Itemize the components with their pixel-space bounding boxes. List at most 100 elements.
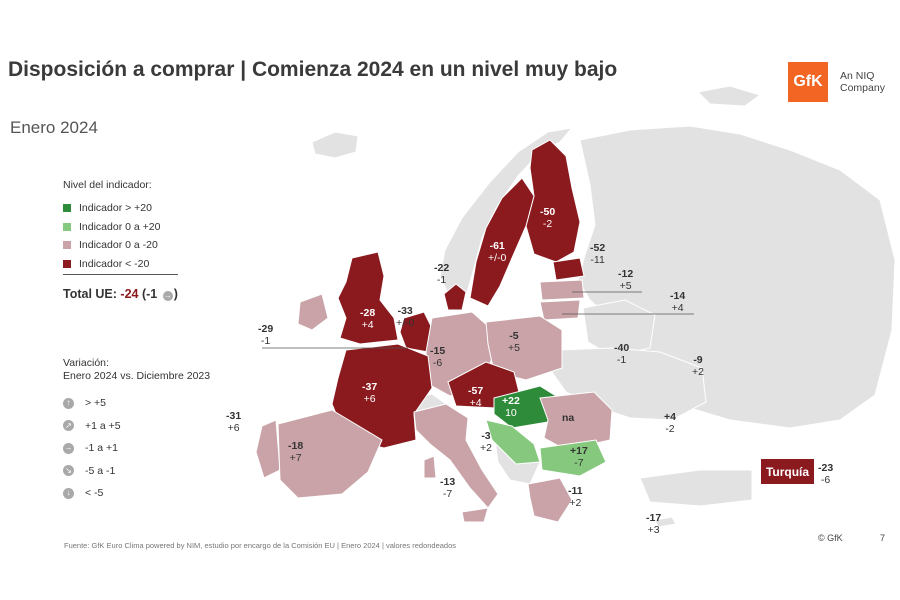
eu-total-change: (-1 xyxy=(141,287,158,301)
variation-label: < -5 xyxy=(85,487,104,500)
variation-label: -5 a -1 xyxy=(85,464,116,477)
legend-title: Nivel del indicador: xyxy=(63,179,152,191)
country-label-greece: -11 +2 xyxy=(568,485,583,509)
region-cyprus xyxy=(654,516,677,528)
region-france xyxy=(331,343,433,449)
arrow-right-icon: → xyxy=(162,291,173,301)
country-label-cyprus: -17 +3 xyxy=(646,512,662,536)
region-italy xyxy=(413,403,499,509)
legend-divider xyxy=(63,274,178,275)
region-sicily xyxy=(461,507,489,523)
region-iceland xyxy=(311,131,359,159)
legend-item: Indicador 0 a +20 xyxy=(63,218,160,237)
country-label-hungary: +22 10 xyxy=(502,395,520,419)
country-label-sweden: -61 +/-0 xyxy=(488,240,507,264)
country-label-uk: -28 +4 xyxy=(360,307,376,331)
legend-swatch xyxy=(63,241,71,250)
arrow-down-icon: ↓ xyxy=(63,487,74,499)
variation-label: +1 a +5 xyxy=(85,419,121,432)
region-estonia xyxy=(552,257,585,281)
legend-label: Indicador 0 a -20 xyxy=(79,239,158,252)
country-label-germany: -15 -6 xyxy=(430,345,446,369)
country-label-finland: -50 -2 xyxy=(540,206,556,230)
brand-tagline: An NIQ Company xyxy=(840,70,885,94)
country-label-romania: na xyxy=(562,412,575,424)
country-label-latvia: -12 +5 xyxy=(618,268,634,292)
country-label-austria: -57 +4 xyxy=(468,385,484,409)
gfk-logo: GfK xyxy=(788,62,828,102)
country-label-croatia: -3 +2 xyxy=(480,430,492,454)
country-label-portugal: -31 +6 xyxy=(226,410,242,434)
variation-item: ↑ > +5 xyxy=(63,392,121,415)
country-label-poland: -5 +5 xyxy=(508,330,520,354)
region-denmark xyxy=(443,283,467,311)
variation-label: > +5 xyxy=(85,397,107,410)
variation-title: Variación: Enero 2024 vs. Diciembre 2023 xyxy=(63,357,210,383)
eu-total: Total UE: -24 (-1 →) xyxy=(63,287,178,301)
region-uk xyxy=(337,251,399,345)
region-ireland xyxy=(297,293,329,331)
region-spain xyxy=(277,409,383,499)
country-label-bulgaria: +17 -7 xyxy=(570,445,588,469)
region-poland xyxy=(485,315,563,381)
region-arctic xyxy=(696,85,762,107)
legend-swatch xyxy=(63,222,71,231)
region-romania xyxy=(539,391,613,451)
region-finland xyxy=(525,139,581,263)
variation-item: ↘ -5 a -1 xyxy=(63,460,121,483)
country-label-moldova: +4 -2 xyxy=(664,411,676,435)
source-note: Fuente: GfK Euro Clima powered by NIM, e… xyxy=(64,541,457,550)
variation-title-line1: Variación: xyxy=(63,357,109,369)
arrow-down-right-icon: ↘ xyxy=(63,465,74,477)
variation-item: ↓ < -5 xyxy=(63,482,121,505)
country-label-italy: -13 -7 xyxy=(440,476,456,500)
country-label-netherlands: -33 +/-0 xyxy=(396,305,415,329)
page-number: 7 xyxy=(880,533,886,543)
brand-tagline-line1: An NIQ xyxy=(840,70,875,82)
legend-swatch xyxy=(63,204,71,213)
region-greece xyxy=(527,477,573,523)
region-bulgaria xyxy=(539,439,607,477)
arrow-up-right-icon: ↗ xyxy=(63,420,74,432)
region-sardinia xyxy=(423,455,437,479)
variation-item: → -1 a +1 xyxy=(63,437,121,460)
legend-item: Indicador 0 a -20 xyxy=(63,236,160,255)
copyright: © GfK xyxy=(818,533,843,543)
eu-total-close: ) xyxy=(173,287,178,301)
page-title: Disposición a comprar | Comienza 2024 en… xyxy=(8,58,618,81)
variation-label: -1 a +1 xyxy=(85,442,118,455)
legend-label: Indicador > +20 xyxy=(79,202,152,215)
arrow-up-icon: ↑ xyxy=(63,397,74,409)
variation-item: ↗ +1 a +5 xyxy=(63,415,121,438)
arrow-right-icon: → xyxy=(63,442,74,454)
country-label-turkey: -23 -6 xyxy=(818,462,834,486)
legend-list: Indicador > +20 Indicador 0 a +20 Indica… xyxy=(63,199,160,273)
variation-title-line2: Enero 2024 vs. Diciembre 2023 xyxy=(63,370,211,382)
region-croatia xyxy=(485,419,541,465)
legend-item: Indicador > +20 xyxy=(63,199,160,218)
region-latvia xyxy=(539,279,585,301)
country-label-spain: -18 +7 xyxy=(288,440,304,464)
region-sweden xyxy=(469,177,535,307)
brand-tagline-line2: Company xyxy=(840,82,885,94)
turkey-badge: Turquía xyxy=(761,459,814,484)
legend-item: Indicador < -20 xyxy=(63,255,160,274)
eu-total-label: Total UE: xyxy=(63,287,117,301)
legend-label: Indicador < -20 xyxy=(79,257,150,270)
eu-total-value: -24 xyxy=(120,287,139,301)
legend-label: Indicador 0 a +20 xyxy=(79,220,161,233)
country-label-estonia: -52 -11 xyxy=(590,242,606,266)
country-label-ireland: -29 -1 xyxy=(258,323,274,347)
country-label-ukraine: -40 -1 xyxy=(614,342,630,366)
country-label-france: -37 +6 xyxy=(362,381,378,405)
country-label-denmark: -22 -1 xyxy=(434,262,450,286)
region-portugal xyxy=(255,419,281,479)
region-lithuania xyxy=(539,299,581,321)
page-subtitle: Enero 2024 xyxy=(10,118,98,137)
region-norway xyxy=(439,127,574,299)
country-label-belarus: -9 +2 xyxy=(692,354,704,378)
region-turkey xyxy=(639,469,753,507)
variation-list: ↑ > +5 ↗ +1 a +5 → -1 a +1 ↘ -5 a -1 ↓ <… xyxy=(63,392,121,505)
country-label-lithuania: -14 +4 xyxy=(670,290,686,314)
